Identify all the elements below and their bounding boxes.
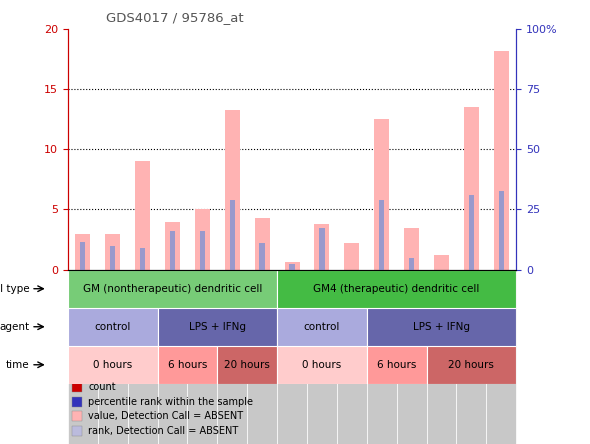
Bar [289, 264, 295, 270]
Bar [345, 243, 359, 270]
Bar [135, 161, 150, 270]
Text: control: control [304, 322, 340, 332]
Bar [284, 262, 300, 270]
Bar [80, 242, 86, 270]
Text: control: control [94, 322, 131, 332]
Text: GM (nontherapeutic) dendritic cell: GM (nontherapeutic) dendritic cell [83, 284, 262, 294]
Text: 20 hours: 20 hours [448, 360, 494, 370]
Bar [73, 426, 82, 436]
Bar [367, 308, 516, 346]
Bar [73, 411, 82, 421]
Text: value, Detection Call = ABSENT: value, Detection Call = ABSENT [88, 411, 243, 421]
Bar [404, 228, 419, 270]
Text: cell type: cell type [0, 284, 30, 294]
Bar [68, 308, 158, 346]
Text: rank, Detection Call = ABSENT: rank, Detection Call = ABSENT [88, 426, 238, 436]
Text: time: time [6, 360, 30, 370]
Bar [499, 191, 504, 270]
Text: count: count [88, 381, 116, 392]
Text: GM4 (therapeutic) dendritic cell: GM4 (therapeutic) dendritic cell [313, 284, 480, 294]
Bar [260, 243, 265, 270]
Text: 0 hours: 0 hours [302, 360, 342, 370]
Bar [199, 231, 205, 270]
Bar [170, 231, 175, 270]
Bar [110, 246, 116, 270]
Text: 0 hours: 0 hours [93, 360, 132, 370]
Text: LPS + IFNg: LPS + IFNg [189, 322, 246, 332]
Bar [68, 346, 158, 384]
Bar [427, 346, 516, 384]
Text: 6 hours: 6 hours [377, 360, 417, 370]
Text: agent: agent [0, 322, 30, 332]
Text: 20 hours: 20 hours [224, 360, 270, 370]
Text: percentile rank within the sample: percentile rank within the sample [88, 396, 253, 407]
Bar [73, 381, 82, 392]
Bar [367, 346, 427, 384]
Text: GDS4017 / 95786_at: GDS4017 / 95786_at [106, 12, 244, 24]
Bar [255, 218, 270, 270]
Bar [374, 119, 389, 270]
Bar [379, 200, 385, 270]
Bar [468, 195, 474, 270]
Bar [277, 308, 367, 346]
Bar [319, 228, 324, 270]
Bar [76, 234, 90, 270]
Bar [68, 270, 277, 308]
Bar [464, 107, 479, 270]
Bar [195, 210, 210, 270]
Bar [277, 346, 367, 384]
Bar [225, 110, 240, 270]
Bar [105, 234, 120, 270]
Bar [217, 346, 277, 384]
Bar [494, 51, 509, 270]
Bar [409, 258, 414, 270]
Bar [165, 222, 180, 270]
Bar [230, 200, 235, 270]
Text: 6 hours: 6 hours [168, 360, 207, 370]
Bar [314, 224, 329, 270]
Bar [277, 270, 516, 308]
Bar [434, 255, 449, 270]
Bar [73, 396, 82, 407]
Bar [140, 248, 145, 270]
Bar [158, 346, 217, 384]
Bar [158, 308, 277, 346]
Text: LPS + IFNg: LPS + IFNg [413, 322, 470, 332]
